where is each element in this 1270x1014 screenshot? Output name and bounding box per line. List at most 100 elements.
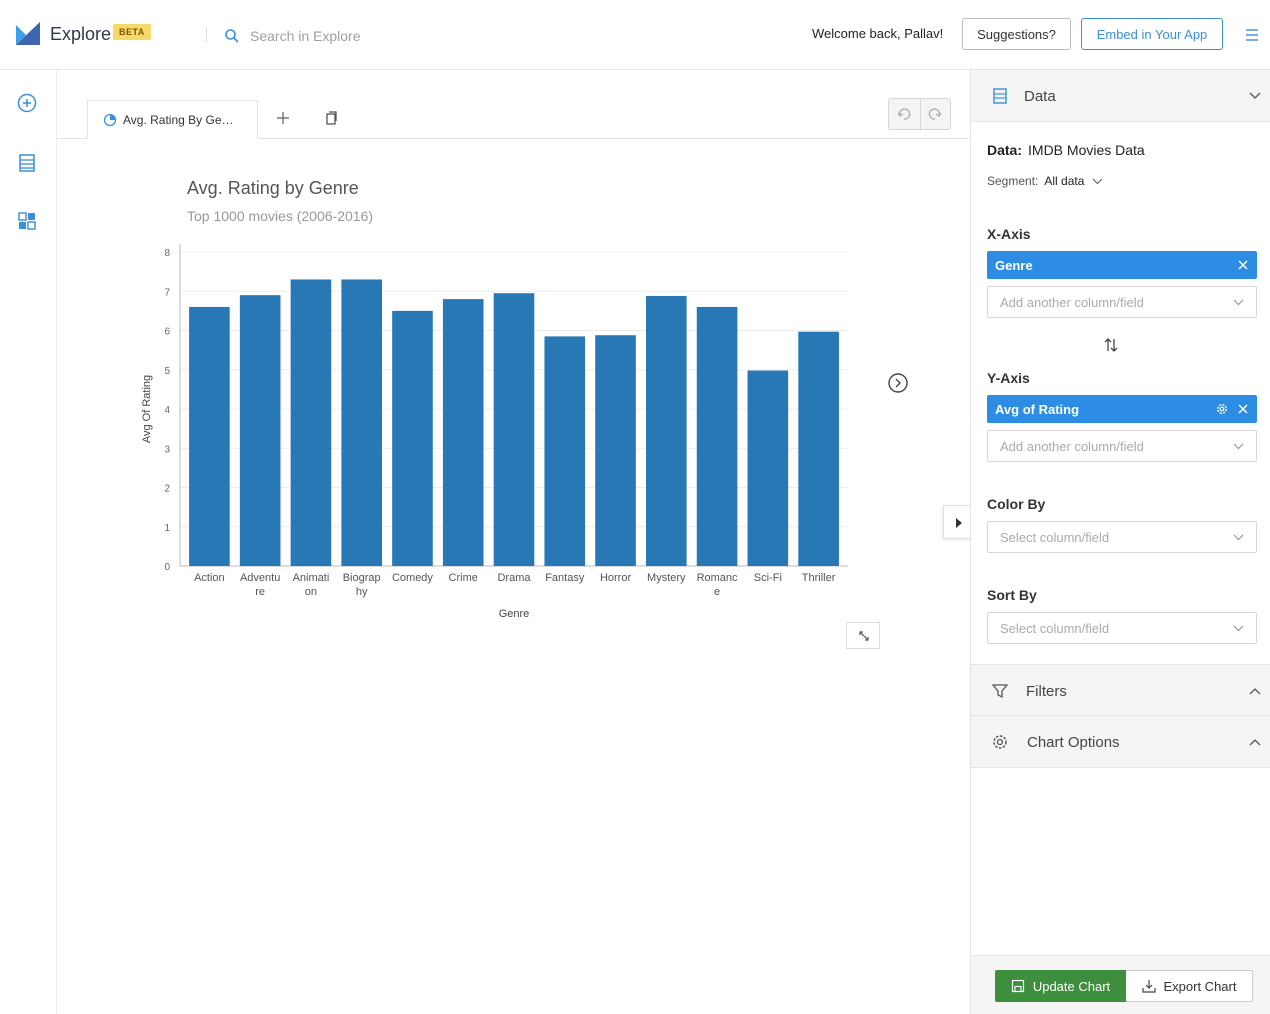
- y-axis-add-placeholder: Add another column/field: [1000, 439, 1144, 454]
- x-axis-title: Genre: [499, 608, 530, 620]
- redo-icon[interactable]: [927, 106, 943, 122]
- panel-collapse-toggle[interactable]: [943, 505, 971, 539]
- update-chart-button[interactable]: Update Chart: [995, 970, 1126, 1002]
- bar-drama: [493, 293, 535, 566]
- next-chart-icon[interactable]: [887, 372, 909, 394]
- y-axis-field-name: Avg of Rating: [995, 402, 1080, 417]
- bar-chart: 0 1 2 3 4 5 6 7 8 Action Adventu re Animati on Biograp…: [141, 244, 848, 620]
- filter-icon: [991, 684, 1009, 699]
- x-axis-label: X-Axis: [987, 226, 1031, 242]
- color-by-label: Color By: [987, 496, 1046, 512]
- segment-selector[interactable]: Segment: All data: [987, 174, 1103, 188]
- top-bar: Explore BETA Welcome back, Pallav! Sugge…: [0, 0, 1270, 70]
- data-source: Data: IMDB Movies Data: [987, 142, 1145, 158]
- bar-crime: [442, 299, 484, 566]
- chevron-up-icon: [1249, 739, 1261, 746]
- panel-footer: Update Chart Export Chart: [971, 955, 1270, 1014]
- undo-redo-group: [888, 98, 951, 130]
- segment-label: Segment:: [987, 174, 1039, 188]
- chevron-down-icon: [1092, 178, 1103, 185]
- gear-icon: [993, 735, 1007, 749]
- update-chart-label: Update Chart: [1032, 978, 1111, 994]
- bar-mystery: [646, 295, 687, 566]
- chart-tab-label: Avg. Rating By Ge…: [123, 113, 234, 127]
- segment-value: All data: [1044, 174, 1085, 188]
- x-axis-field-name: Genre: [995, 258, 1033, 273]
- y-axis-field-pill[interactable]: Avg of Rating: [987, 395, 1257, 423]
- embed-in-app-button[interactable]: Embed in Your App: [1081, 18, 1223, 50]
- config-panel: Data Data: IMDB Movies Data Segment: All d…: [970, 70, 1270, 1014]
- x-tick-label: Thriller: [802, 572, 836, 584]
- explore-logo-icon[interactable]: [16, 22, 40, 46]
- x-tick-label: on: [305, 586, 317, 598]
- y-tick-label: 6: [164, 327, 170, 338]
- x-axis-field-pill[interactable]: Genre: [987, 251, 1257, 279]
- chart-tab[interactable]: Avg. Rating By Ge…: [87, 100, 258, 139]
- y-axis-title: Avg Of Rating: [141, 375, 153, 443]
- color-by-placeholder: Select column/field: [1000, 530, 1110, 545]
- sort-by-select[interactable]: Select column/field: [987, 612, 1257, 644]
- undo-icon[interactable]: [896, 106, 912, 122]
- suggestions-button[interactable]: Suggestions?: [962, 18, 1071, 50]
- x-tick-label: Biograp: [343, 572, 381, 584]
- divider: [206, 27, 207, 43]
- y-tick-label: 2: [164, 484, 170, 495]
- data-section-header[interactable]: Data: [971, 70, 1270, 122]
- chevron-down-icon: [1233, 443, 1244, 450]
- close-icon[interactable]: [1237, 403, 1249, 415]
- x-tick-label: Romanc: [697, 572, 738, 584]
- search-icon: [225, 29, 239, 43]
- bar-horror: [595, 335, 636, 566]
- caret-right-icon: [956, 518, 962, 528]
- export-chart-label: Export Chart: [1163, 978, 1237, 994]
- y-tick-label: 3: [164, 444, 170, 455]
- x-tick-label: Horror: [600, 572, 632, 584]
- bar-fantasy: [544, 336, 586, 566]
- bar-action: [189, 306, 230, 566]
- filters-label: Filters: [1026, 683, 1067, 700]
- chevron-down-icon: [1233, 299, 1244, 306]
- y-tick-label: 8: [164, 248, 170, 259]
- sort-by-label: Sort By: [987, 587, 1037, 603]
- y-tick-label: 5: [164, 366, 170, 377]
- x-tick-label: Fantasy: [545, 572, 585, 584]
- search-input[interactable]: [250, 25, 450, 47]
- left-nav: [0, 70, 57, 1014]
- expand-chart-button[interactable]: [846, 622, 880, 649]
- bar-thriller: [798, 331, 839, 566]
- bar-animation: [290, 279, 332, 566]
- y-tick-label: 0: [164, 562, 170, 573]
- beta-badge: BETA: [113, 24, 151, 40]
- color-by-select[interactable]: Select column/field: [987, 521, 1257, 553]
- hamburger-menu-icon[interactable]: [1244, 27, 1260, 43]
- sort-by-placeholder: Select column/field: [1000, 621, 1110, 636]
- duplicate-tab-icon[interactable]: [323, 110, 339, 126]
- y-axis-label: Y-Axis: [987, 370, 1030, 386]
- export-chart-button[interactable]: Export Chart: [1126, 970, 1253, 1002]
- download-icon: [1141, 980, 1156, 993]
- chevron-down-icon: [1233, 534, 1244, 541]
- close-icon[interactable]: [1237, 259, 1249, 271]
- data-source-value: IMDB Movies Data: [1028, 142, 1145, 158]
- data-source-label: Data:: [987, 142, 1023, 158]
- app-brand: Explore: [50, 24, 112, 44]
- filters-section-header[interactable]: Filters: [971, 664, 1270, 716]
- data-section-label: Data: [1024, 88, 1056, 105]
- gear-icon[interactable]: [1215, 402, 1229, 416]
- bar-adventure: [239, 295, 281, 566]
- y-tick-label: 4: [164, 405, 170, 416]
- add-tab-icon[interactable]: [275, 110, 291, 126]
- y-axis-add-field[interactable]: Add another column/field: [987, 430, 1257, 462]
- add-circle-icon[interactable]: [17, 93, 37, 113]
- divider: [920, 99, 921, 129]
- chart-options-section-header[interactable]: Chart Options: [971, 716, 1270, 768]
- chart-subtitle: Top 1000 movies (2006-2016): [187, 208, 374, 224]
- data-table-icon[interactable]: [17, 153, 37, 173]
- swap-axes-icon[interactable]: [1103, 336, 1119, 354]
- dashboard-icon[interactable]: [17, 211, 37, 231]
- x-axis-add-field[interactable]: Add another column/field: [987, 286, 1257, 318]
- chart-options-label: Chart Options: [1027, 734, 1120, 751]
- chevron-down-icon: [1249, 92, 1261, 99]
- x-tick-label: Animati: [293, 572, 330, 584]
- data-table-icon: [993, 88, 1007, 104]
